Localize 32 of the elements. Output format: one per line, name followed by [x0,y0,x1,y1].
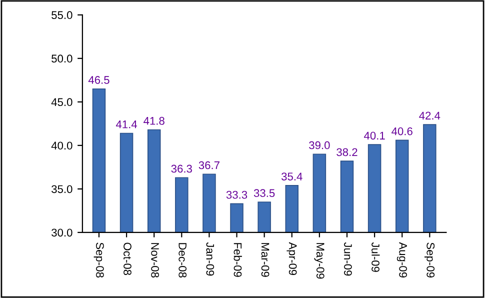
data-label: 46.5 [88,76,110,84]
x-tick-label: May-09 [314,243,324,279]
x-tick-label: Sep-09 [424,242,435,278]
data-label: 42.4 [419,112,440,120]
x-tick-label: Jan-09 [206,242,214,276]
data-label: 36.7 [198,161,220,170]
x-tick-label: Oct-08 [124,242,132,276]
data-label: 38.2 [336,148,358,156]
x-tick-label: Jul-09 [372,242,380,272]
x-tick-label: Dec-08 [178,243,187,278]
data-label: 33.3 [226,190,248,199]
data-label: 35.4 [281,172,302,180]
y-tick-label: 35.0 [52,185,72,194]
x-tick-label: Feb-09 [234,243,242,277]
y-tick-label: 50.0 [52,54,72,63]
x-tick-label: Nov-08 [151,243,159,278]
y-tick-label: 40.0 [51,142,72,150]
y-tick-label: 55.0 [52,11,72,20]
data-label: 40.1 [364,132,385,140]
data-label: 39.0 [309,141,330,150]
data-label: 33.5 [254,189,275,198]
data-label: 36.3 [171,164,192,173]
y-tick-label: 45.0 [51,98,72,106]
data-label: 41.8 [144,116,164,125]
x-tick-label: Mar-09 [261,243,270,277]
data-label: 41.4 [116,120,138,128]
data-label: 40.6 [392,127,412,136]
x-tick-label: Sep-08 [94,242,104,278]
y-tick-label: 30.0 [52,228,72,237]
x-tick-label: Aug-09 [396,242,407,278]
x-tick-label: Jun-09 [344,242,352,276]
x-tick-label: Apr-09 [286,242,297,275]
